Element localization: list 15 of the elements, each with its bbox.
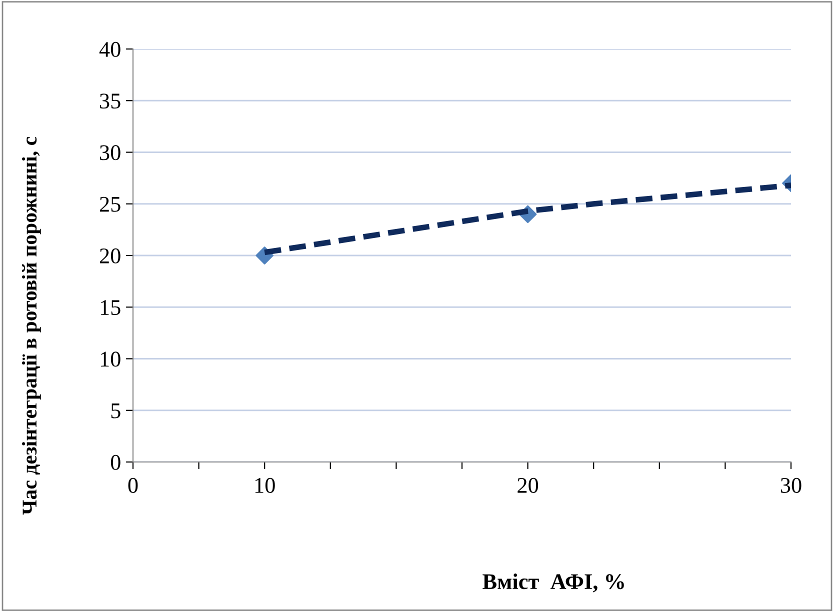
y-tick-label: 0 xyxy=(110,454,120,470)
y-tick-label: 15 xyxy=(100,300,120,316)
x-axis-title: Вміст АФІ, % xyxy=(482,574,624,592)
x-tick-label: 0 xyxy=(128,478,138,493)
y-tick-label: 30 xyxy=(100,145,120,160)
x-tick-label: 10 xyxy=(255,478,275,493)
y-tick-label: 25 xyxy=(100,196,120,212)
y-tick-label: 35 xyxy=(100,94,120,109)
x-tick-label: 20 xyxy=(518,478,538,493)
y-axis-title: Час дезінтеграції в ротовій порожнині, с xyxy=(22,136,41,515)
y-tick-label: 5 xyxy=(111,404,120,418)
y-tick-label: 10 xyxy=(100,352,120,367)
y-tick-label: 20 xyxy=(100,248,120,264)
y-tick-label: 40 xyxy=(99,42,120,57)
x-tick-label: 30 xyxy=(780,478,802,493)
